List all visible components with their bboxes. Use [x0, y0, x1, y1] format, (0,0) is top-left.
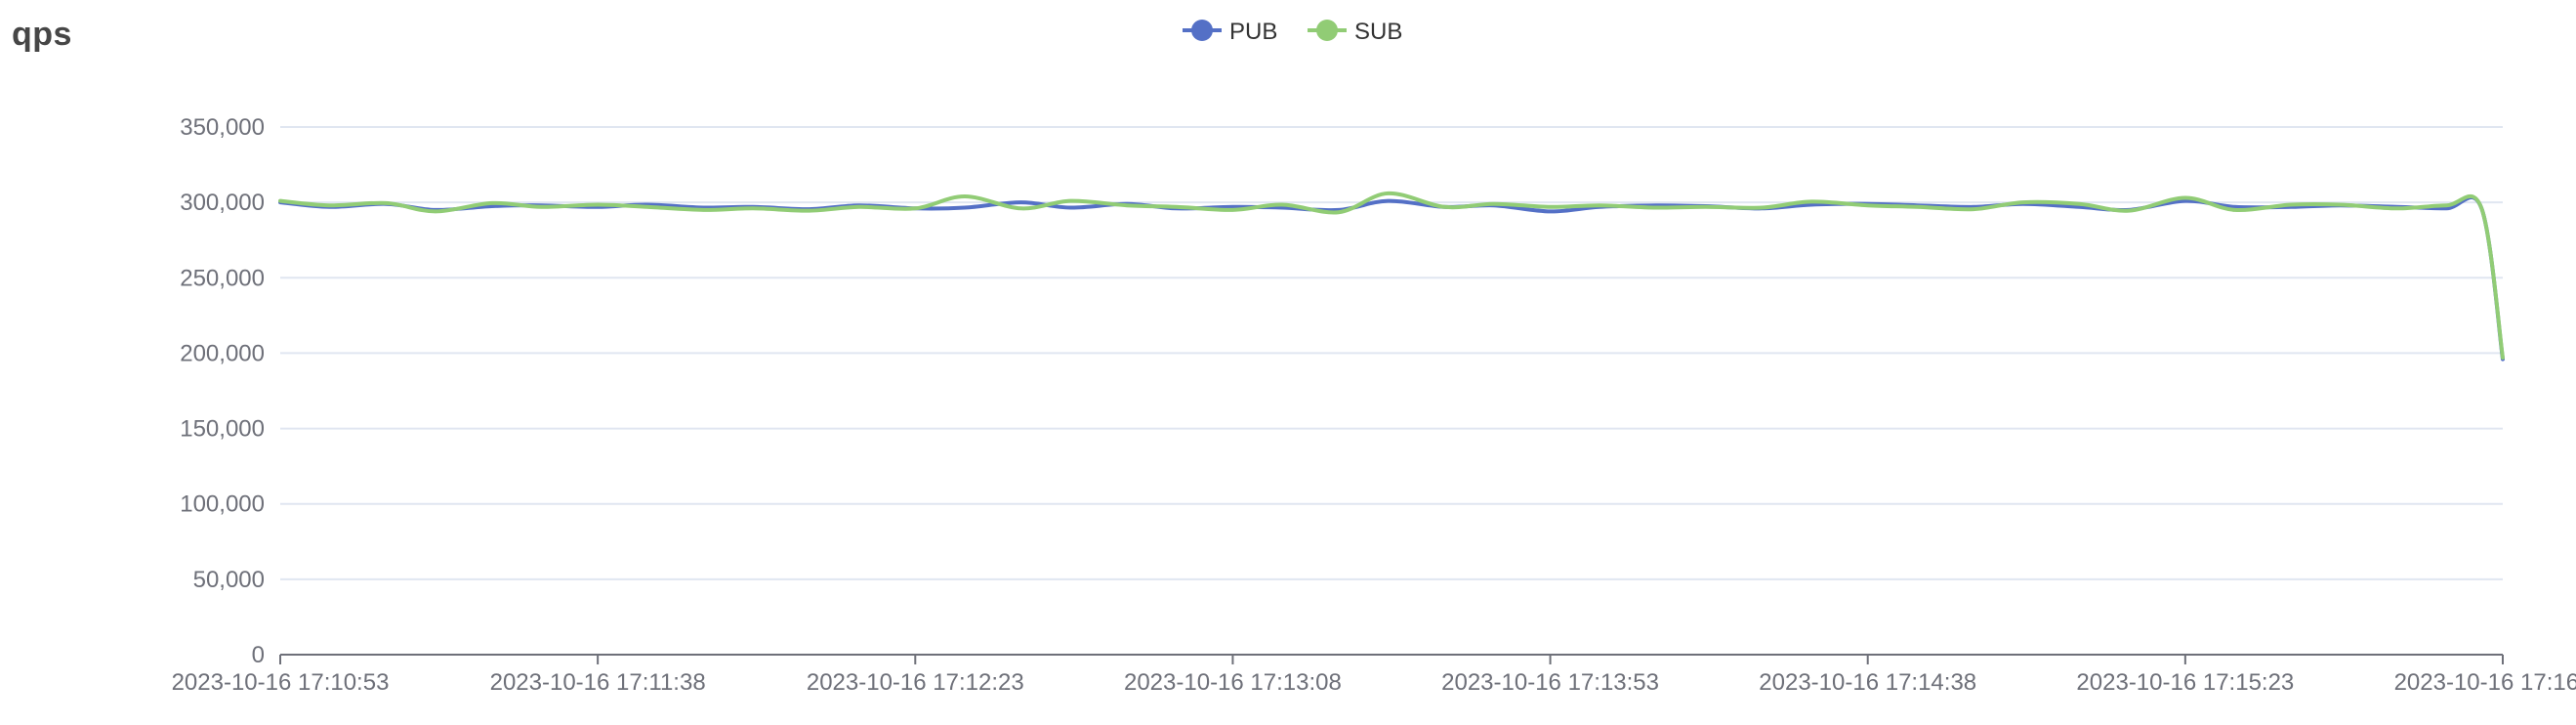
legend-label: PUB — [1229, 19, 1277, 45]
chart-title: qps — [12, 16, 72, 53]
x-tick-label: 2023-10-16 17:14:38 — [1759, 669, 1976, 696]
y-tick-label: 300,000 — [180, 190, 265, 216]
axes: 0 50,000 100,000 150,000 200,000 250,000 300,0… — [172, 114, 2576, 696]
legend-item-sub[interactable]: SUB — [1308, 19, 1402, 45]
y-tick-label: 200,000 — [180, 340, 265, 366]
legend-label: SUB — [1354, 19, 1402, 45]
x-tick-label: 2023-10-16 17:11:38 — [490, 669, 706, 696]
series-lines — [278, 191, 2505, 362]
y-tick-label: 0 — [252, 642, 265, 668]
x-tick-label: 2023-10-16 17:15:23 — [2076, 669, 2294, 696]
y-tick-label: 150,000 — [180, 416, 265, 443]
x-tick-label: 2023-10-16 17:16:08 — [2394, 669, 2576, 696]
x-tick-label: 2023-10-16 17:12:23 — [807, 669, 1024, 696]
y-tick-label: 100,000 — [180, 491, 265, 518]
legend[interactable]: PUB SUB — [1183, 19, 1402, 45]
y-tick-label: 350,000 — [180, 114, 265, 141]
legend-item-pub[interactable]: PUB — [1183, 19, 1277, 45]
y-tick-label: 250,000 — [180, 265, 265, 291]
series-line-sub — [278, 191, 2505, 361]
legend-marker-icon — [1191, 20, 1213, 41]
legend-marker-icon — [1316, 20, 1338, 41]
x-tick-label: 2023-10-16 17:13:08 — [1124, 669, 1342, 696]
y-tick-label: 50,000 — [193, 567, 265, 593]
x-tick-label: 2023-10-16 17:13:53 — [1441, 669, 1659, 696]
x-tick-label: 2023-10-16 17:10:53 — [172, 669, 390, 696]
